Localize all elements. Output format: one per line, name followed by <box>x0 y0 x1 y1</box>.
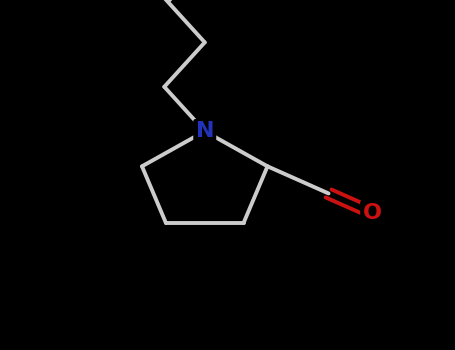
Text: O: O <box>363 203 381 223</box>
Text: N: N <box>196 121 214 141</box>
